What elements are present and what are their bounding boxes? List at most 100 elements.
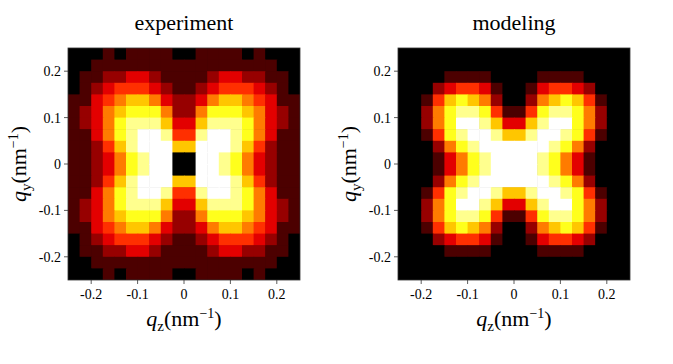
- heatmap-cell: [549, 83, 561, 95]
- heatmap-cell: [242, 245, 254, 257]
- heatmap-cell: [172, 210, 184, 222]
- panel-title: modeling: [472, 10, 555, 35]
- heatmap-cell: [410, 60, 422, 72]
- heatmap-cell: [138, 129, 150, 141]
- heatmap-cell: [433, 152, 445, 164]
- heatmap-cell: [514, 187, 526, 199]
- heatmap-cell: [207, 94, 219, 106]
- heatmap-cell: [126, 176, 138, 188]
- heatmap-cell: [514, 222, 526, 234]
- heatmap-cell: [410, 94, 422, 106]
- heatmap-cell: [254, 268, 266, 280]
- heatmap-cell: [572, 176, 584, 188]
- y-tick: [64, 164, 68, 165]
- heatmap-cell: [537, 129, 549, 141]
- heatmap-cell: [572, 210, 584, 222]
- heatmap-cell: [444, 245, 456, 257]
- heatmap-cell: [549, 257, 561, 269]
- heatmap-cell: [444, 152, 456, 164]
- heatmap-cell: [68, 257, 80, 269]
- heatmap-cell: [502, 106, 514, 118]
- heatmap-cell: [398, 152, 410, 164]
- heatmap-cell: [584, 60, 596, 72]
- heatmap-cell: [572, 152, 584, 164]
- heatmap-cell: [537, 234, 549, 246]
- heatmap-cell: [196, 94, 208, 106]
- heatmap-cell: [549, 48, 561, 60]
- heatmap-cell: [595, 71, 607, 83]
- heatmap-cell: [491, 222, 503, 234]
- heatmap-cell: [468, 48, 480, 60]
- heatmap-cell: [607, 106, 619, 118]
- heatmap-cell: [196, 176, 208, 188]
- heatmap-cell: [265, 94, 277, 106]
- heatmap-cell: [103, 234, 115, 246]
- heatmap-cell: [537, 71, 549, 83]
- heatmap-cell: [607, 60, 619, 72]
- heatmap-cell: [149, 222, 161, 234]
- heatmap-cell: [444, 129, 456, 141]
- heatmap-cell: [433, 71, 445, 83]
- heatmap-cell: [161, 118, 173, 130]
- heatmap-cell: [537, 152, 549, 164]
- heatmap-cell: [618, 234, 630, 246]
- heatmap-cell: [184, 152, 196, 164]
- heatmap-cell: [138, 199, 150, 211]
- heatmap-cell: [444, 176, 456, 188]
- heatmap-cell: [254, 118, 266, 130]
- heatmap-cell: [433, 245, 445, 257]
- heatmap-cell: [172, 94, 184, 106]
- heatmap-cell: [410, 268, 422, 280]
- heatmap-cell: [398, 245, 410, 257]
- heatmap-cell: [288, 48, 300, 60]
- heatmap-cell: [584, 222, 596, 234]
- heatmap-cell: [560, 164, 572, 176]
- heatmap-cell: [265, 257, 277, 269]
- heatmap-cell: [526, 48, 538, 60]
- heatmap-cell: [398, 199, 410, 211]
- heatmap-cell: [172, 118, 184, 130]
- heatmap-cell: [595, 268, 607, 280]
- heatmap-cell: [219, 94, 231, 106]
- heatmap-cell: [207, 222, 219, 234]
- heatmap-cell: [68, 152, 80, 164]
- heatmap-cell: [537, 187, 549, 199]
- heatmap-cell: [456, 106, 468, 118]
- heatmap-cell: [138, 164, 150, 176]
- heatmap-cell: [138, 257, 150, 269]
- heatmap-cell: [456, 187, 468, 199]
- heatmap-cell: [549, 141, 561, 153]
- heatmap-cell: [230, 176, 242, 188]
- heatmap-cell: [219, 187, 231, 199]
- heatmap-cell: [126, 141, 138, 153]
- heatmap-cell: [242, 83, 254, 95]
- heatmap-cell: [114, 129, 126, 141]
- heatmap-cell: [514, 129, 526, 141]
- heatmap-cell: [398, 94, 410, 106]
- heatmap-cell: [491, 94, 503, 106]
- heatmap-cell: [560, 176, 572, 188]
- heatmap-cell: [138, 176, 150, 188]
- heatmap-cell: [91, 48, 103, 60]
- heatmap-cell: [277, 129, 289, 141]
- heatmap-cell: [479, 141, 491, 153]
- heatmap-cell: [618, 257, 630, 269]
- heatmap-cell: [103, 83, 115, 95]
- heatmap-cell: [103, 118, 115, 130]
- heatmap-cell: [444, 94, 456, 106]
- heatmap-cell: [549, 129, 561, 141]
- heatmap-cell: [410, 83, 422, 95]
- heatmap-cell: [242, 106, 254, 118]
- heatmap-cell: [254, 94, 266, 106]
- heatmap-cell: [80, 176, 92, 188]
- heatmap-cell: [398, 118, 410, 130]
- plot-frame: [68, 48, 300, 280]
- heatmap-cell: [149, 106, 161, 118]
- heatmap-cell: [114, 268, 126, 280]
- heatmap-cell: [560, 94, 572, 106]
- heatmap-cell: [103, 71, 115, 83]
- heatmap-cell: [607, 187, 619, 199]
- heatmap-cell: [514, 48, 526, 60]
- heatmap-cell: [219, 60, 231, 72]
- heatmap-cell: [491, 199, 503, 211]
